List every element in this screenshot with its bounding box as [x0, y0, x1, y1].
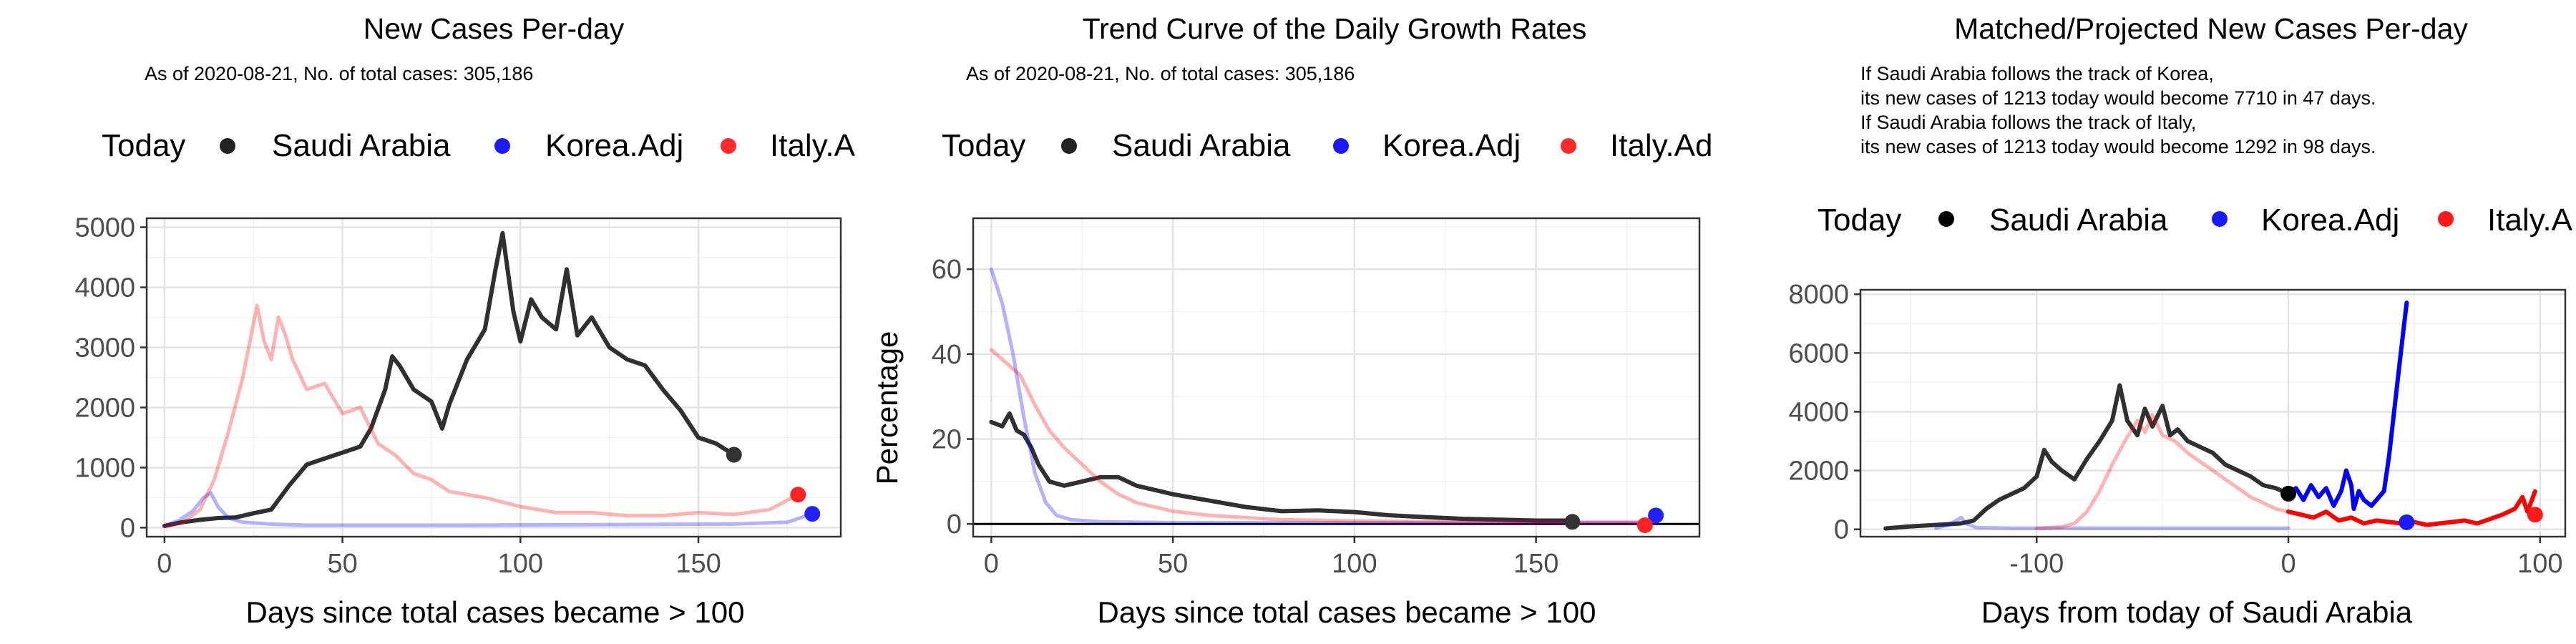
- legend-key-saudi-arabia: [220, 138, 235, 154]
- series-line-italy-ad: [989, 348, 1647, 525]
- chart-title: Matched/Projected New Cases Per-day: [1954, 12, 2468, 45]
- legend-label-korea-adj: Korea.Adj: [2261, 203, 2399, 238]
- series-line-italy-a: [2286, 489, 2537, 527]
- y-tick-label: 1000: [74, 453, 135, 483]
- x-axis-label: Days from today of Saudi Arabia: [1981, 595, 2413, 629]
- y-tick-label: 0: [1834, 515, 1849, 545]
- x-tick-label: 100: [1332, 549, 1377, 579]
- x-tick-label: 0: [2280, 549, 2296, 579]
- x-tick-label: 150: [1513, 549, 1558, 579]
- panel-new-cases: New Cases Per-day As of 2020-08-21, No. …: [74, 12, 855, 629]
- today-point-italy-a: [790, 487, 806, 503]
- x-axis-label: Days since total cases became > 100: [246, 595, 745, 629]
- today-point-saudi-arabia: [1564, 514, 1581, 530]
- legend-title: Today: [102, 128, 185, 163]
- x-tick-label: 100: [2517, 549, 2562, 579]
- legend: Today Saudi Arabia Korea.Adj Italy.A: [1818, 203, 2573, 238]
- y-tick-label: 4000: [74, 273, 135, 303]
- annotation: If Saudi Arabia follows the track of Kor…: [1860, 63, 2376, 157]
- legend-label-korea-adj: Korea.Adj: [545, 128, 683, 163]
- legend-key-korea-adj: [1333, 138, 1349, 154]
- legend-title: Today: [942, 128, 1025, 163]
- chart-title: Trend Curve of the Daily Growth Rates: [1083, 12, 1587, 45]
- today-point-saudi-arabia: [726, 447, 742, 463]
- x-axis-label: Days since total cases became > 100: [1098, 595, 1596, 629]
- x-tick-label: -100: [2009, 549, 2064, 579]
- y-tick-label: 6000: [1788, 338, 1849, 369]
- series-line-korea-adj: [989, 267, 1658, 525]
- plot-border: [145, 217, 842, 538]
- legend-label-saudi-arabia: Saudi Arabia: [1989, 203, 2168, 238]
- legend-key-italy-ad: [1561, 138, 1576, 154]
- y-tick-label: 2000: [74, 393, 135, 423]
- y-tick-label: 0: [120, 513, 135, 543]
- legend-key-italy-a: [721, 138, 736, 154]
- y-tick-label: 40: [932, 340, 962, 370]
- y-tick-label: 60: [932, 255, 962, 285]
- x-tick-label: 0: [157, 549, 172, 579]
- plot-area: 0 50 100 150 0 1000 2000 3000 4000 5000: [74, 213, 842, 579]
- today-point-italy-a: [2527, 507, 2543, 523]
- legend-label-italy-a: Italy.A: [770, 128, 856, 163]
- annotation-line: its new cases of 1213 today would become…: [1860, 136, 2376, 157]
- plot-background: [973, 218, 1699, 537]
- annotation-line: If Saudi Arabia follows the track of Kor…: [1860, 63, 2214, 84]
- y-tick-label: 8000: [1788, 280, 1849, 310]
- legend-key-saudi-arabia: [1938, 211, 1954, 227]
- series-line-korea-adj: [2286, 301, 2409, 511]
- legend-title: Today: [1818, 203, 1901, 238]
- series-line-italy-a: [162, 303, 800, 529]
- plot-area: 0 50 100 150 0 20 40 60: [932, 217, 1701, 579]
- x-tick-label: 100: [498, 549, 543, 579]
- x-tick-label: 50: [327, 549, 357, 579]
- x-tick-label: 150: [675, 549, 721, 579]
- legend-label-saudi-arabia: Saudi Arabia: [272, 128, 451, 163]
- legend-key-korea-adj: [2212, 211, 2228, 227]
- today-point-korea-adj: [1648, 507, 1664, 524]
- y-axis-label: Percentage: [870, 331, 904, 485]
- y-tick-label: 0: [947, 509, 962, 540]
- chart-subtitle: As of 2020-08-21, No. of total cases: 30…: [966, 63, 1355, 84]
- legend-label-saudi-arabia: Saudi Arabia: [1112, 128, 1291, 163]
- legend-key-saudi-arabia: [1061, 138, 1077, 154]
- panel-growth-rates: Trend Curve of the Daily Growth Rates As…: [870, 12, 1712, 629]
- series-line-saudi-arabia: [162, 231, 736, 528]
- x-tick-label: 50: [1158, 549, 1188, 579]
- panel-projected-cases: Matched/Projected New Cases Per-day If S…: [1788, 12, 2572, 629]
- annotation-line: its new cases of 1213 today would become…: [1860, 87, 2376, 109]
- y-tick-label: 2000: [1788, 457, 1849, 487]
- y-tick-label: 20: [932, 425, 962, 455]
- legend-label-korea-adj: Korea.Adj: [1382, 128, 1521, 163]
- legend-key-korea-adj: [494, 138, 510, 154]
- legend: Today Saudi Arabia Korea.Adj Italy.A: [102, 128, 856, 163]
- today-point-saudi-arabia: [2280, 485, 2297, 502]
- series-line-italy-a-matched-: [2034, 413, 2290, 530]
- today-point-korea-adj: [804, 506, 821, 522]
- plot-border: [1859, 288, 2567, 538]
- series-line-korea-adj-matched-: [1934, 515, 2290, 530]
- y-tick-label: 4000: [1788, 397, 1849, 427]
- chart-title: New Cases Per-day: [364, 12, 625, 45]
- x-tick-label: 0: [984, 549, 999, 579]
- today-point-italy-ad: [1636, 517, 1653, 533]
- plot-background: [1860, 290, 2565, 537]
- legend-key-italy-a: [2438, 211, 2454, 227]
- chart-subtitle: As of 2020-08-21, No. of total cases: 30…: [145, 63, 533, 84]
- annotation-line: If Saudi Arabia follows the track of Ita…: [1860, 112, 2196, 133]
- legend-label-italy-ad: Italy.Ad: [1610, 128, 1712, 163]
- series-line-korea-adj: [162, 491, 814, 528]
- plot-border: [972, 217, 1701, 538]
- today-point-korea-adj: [2399, 514, 2415, 530]
- series-line-saudi-arabia: [1883, 383, 2290, 531]
- series-line-saudi-arabia: [989, 411, 1575, 523]
- legend: Today Saudi Arabia Korea.Adj Italy.Ad: [942, 128, 1712, 163]
- y-tick-label: 5000: [74, 213, 135, 243]
- legend-label-italy-a: Italy.A: [2487, 203, 2573, 238]
- y-tick-label: 3000: [74, 333, 135, 364]
